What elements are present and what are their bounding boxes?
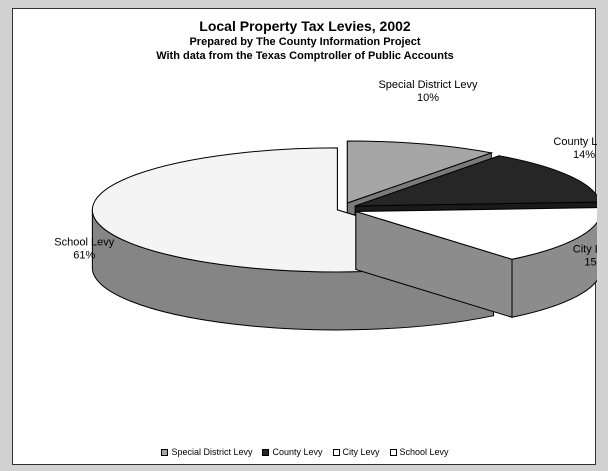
title-block: Local Property Tax Levies, 2002 Prepared…	[13, 17, 597, 63]
slice-top-county	[355, 155, 597, 207]
slice-label-city: City Levy	[573, 243, 597, 255]
legend-label-city: City Levy	[342, 447, 380, 457]
slice-label-special-district: Special District Levy	[378, 79, 478, 91]
pie-slice-city	[355, 207, 597, 318]
legend-swatch-city	[332, 448, 340, 456]
chart-title: Local Property Tax Levies, 2002	[199, 18, 411, 34]
slice-label-school: School Levy	[54, 236, 114, 248]
legend-label-school: School Levy	[399, 447, 449, 457]
legend-item-city: City Levy	[332, 447, 380, 457]
legend-swatch-special-district	[161, 448, 169, 456]
legend-item-county: County Levy	[262, 447, 323, 457]
legend: Special District Levy County Levy City L…	[13, 447, 597, 457]
slice-value-label-city: 15%	[584, 256, 597, 268]
legend-item-special-district: Special District Levy	[161, 447, 252, 457]
slice-top-city	[355, 207, 597, 260]
slice-value-label-school: 61%	[73, 249, 95, 261]
legend-item-school: School Levy	[389, 447, 449, 457]
slice-label-county: County Levy	[553, 136, 597, 148]
chart-frame: Local Property Tax Levies, 2002 Prepared…	[12, 8, 597, 465]
slice-value-label-special-district: 10%	[417, 92, 439, 104]
legend-label-county: County Levy	[272, 447, 323, 457]
legend-label-special-district: Special District Levy	[171, 447, 253, 457]
chart-subtitle-line-2: With data from the Texas Comptroller of …	[156, 50, 454, 62]
legend-swatch-school	[389, 448, 397, 456]
chart-subtitle-line-1: Prepared by The County Information Proje…	[189, 36, 421, 48]
slice-top-special-district	[346, 140, 494, 204]
slice-value-label-county: 14%	[573, 149, 595, 161]
legend-swatch-county	[262, 448, 270, 456]
